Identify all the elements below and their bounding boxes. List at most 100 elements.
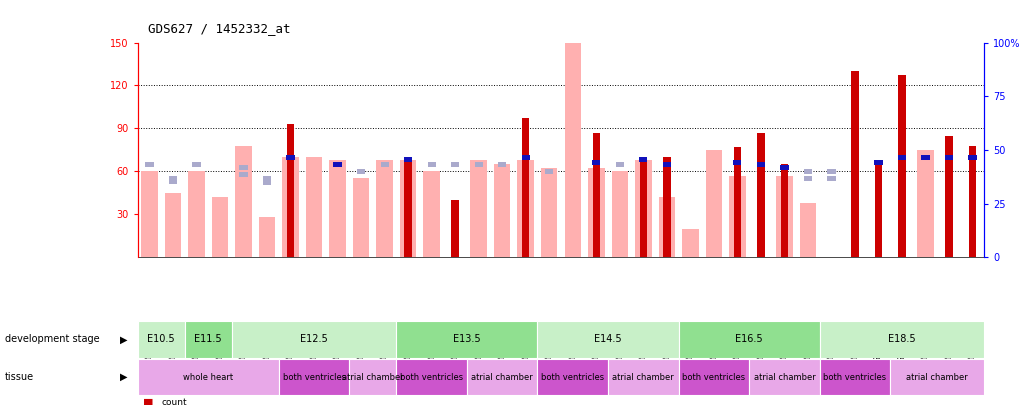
Text: E10.5: E10.5 [148, 335, 175, 344]
Text: GDS627 / 1452332_at: GDS627 / 1452332_at [148, 22, 290, 35]
Bar [588, 168, 604, 257]
Bar [537, 359, 607, 395]
Bar [897, 154, 905, 160]
Bar [138, 321, 184, 358]
Text: whole heart: whole heart [183, 373, 233, 382]
Bar [493, 164, 510, 257]
Bar [639, 158, 647, 162]
Text: atrial chamber: atrial chamber [906, 373, 967, 382]
Bar [138, 359, 278, 395]
Bar [169, 179, 177, 184]
Bar [353, 179, 369, 257]
Bar [396, 321, 537, 358]
Bar [396, 359, 467, 395]
Bar [945, 136, 952, 257]
Bar [678, 359, 748, 395]
Bar [756, 162, 764, 167]
Bar [333, 162, 341, 167]
Bar [916, 150, 932, 257]
Bar [427, 162, 435, 167]
Bar [399, 160, 416, 257]
Bar [193, 162, 201, 167]
Text: atrial chamber: atrial chamber [753, 373, 814, 382]
Bar [898, 75, 905, 257]
Bar [890, 359, 983, 395]
Bar [611, 171, 628, 257]
Bar [682, 228, 698, 257]
Bar [286, 154, 294, 160]
Bar [259, 217, 275, 257]
Text: both ventricles: both ventricles [399, 373, 463, 382]
Bar [451, 200, 459, 257]
Text: E13.5: E13.5 [452, 335, 480, 344]
Bar [729, 176, 745, 257]
Text: atrial chamber: atrial chamber [341, 373, 404, 382]
Bar [184, 321, 231, 358]
Bar [405, 160, 412, 257]
Bar [231, 321, 396, 358]
Bar [662, 162, 671, 167]
Bar [615, 162, 624, 167]
Bar [522, 118, 529, 257]
Text: atrial chamber: atrial chamber [471, 373, 533, 382]
Bar [733, 147, 741, 257]
Text: ▶: ▶ [120, 372, 127, 382]
Bar [799, 203, 815, 257]
Bar [826, 176, 835, 181]
Bar [705, 150, 721, 257]
Bar [544, 169, 553, 174]
Bar [780, 164, 788, 257]
Text: atrial chamber: atrial chamber [611, 373, 674, 382]
Text: ▶: ▶ [120, 335, 127, 344]
Bar [968, 145, 975, 257]
Bar [450, 162, 459, 167]
Bar [263, 180, 271, 185]
Bar [803, 176, 811, 181]
Bar [803, 169, 811, 174]
Bar [537, 321, 678, 358]
Bar [189, 171, 205, 257]
Bar [780, 164, 788, 170]
Bar [733, 160, 741, 165]
Bar [376, 160, 392, 257]
Bar [521, 154, 529, 160]
Text: count: count [161, 398, 186, 405]
Bar [239, 172, 248, 177]
Bar [592, 160, 600, 165]
Bar [235, 145, 252, 257]
Bar [540, 168, 557, 257]
Bar [920, 154, 928, 160]
Bar [635, 160, 651, 257]
Bar [141, 171, 158, 257]
Bar [348, 359, 396, 395]
Bar [470, 160, 486, 257]
Bar [944, 154, 952, 160]
Bar [169, 176, 177, 181]
Bar [282, 157, 299, 257]
Bar [564, 35, 581, 257]
Text: ■: ■ [143, 398, 153, 405]
Text: E16.5: E16.5 [735, 335, 762, 344]
Bar [826, 169, 835, 174]
Bar [756, 133, 764, 257]
Text: E18.5: E18.5 [888, 335, 915, 344]
Bar [263, 176, 271, 181]
Bar [423, 171, 439, 257]
Bar [380, 162, 388, 167]
Bar [874, 164, 881, 257]
Bar [404, 158, 412, 162]
Bar [357, 169, 365, 174]
Text: both ventricles: both ventricles [822, 373, 886, 382]
Text: both ventricles: both ventricles [682, 373, 745, 382]
Text: both ventricles: both ventricles [282, 373, 345, 382]
Text: development stage: development stage [5, 335, 100, 344]
Bar [517, 160, 533, 257]
Text: E11.5: E11.5 [195, 335, 222, 344]
Bar [278, 359, 348, 395]
Bar [145, 162, 154, 167]
Bar [467, 359, 537, 395]
Bar [851, 71, 858, 257]
Bar [819, 321, 983, 358]
Text: tissue: tissue [5, 372, 35, 382]
Bar [819, 359, 890, 395]
